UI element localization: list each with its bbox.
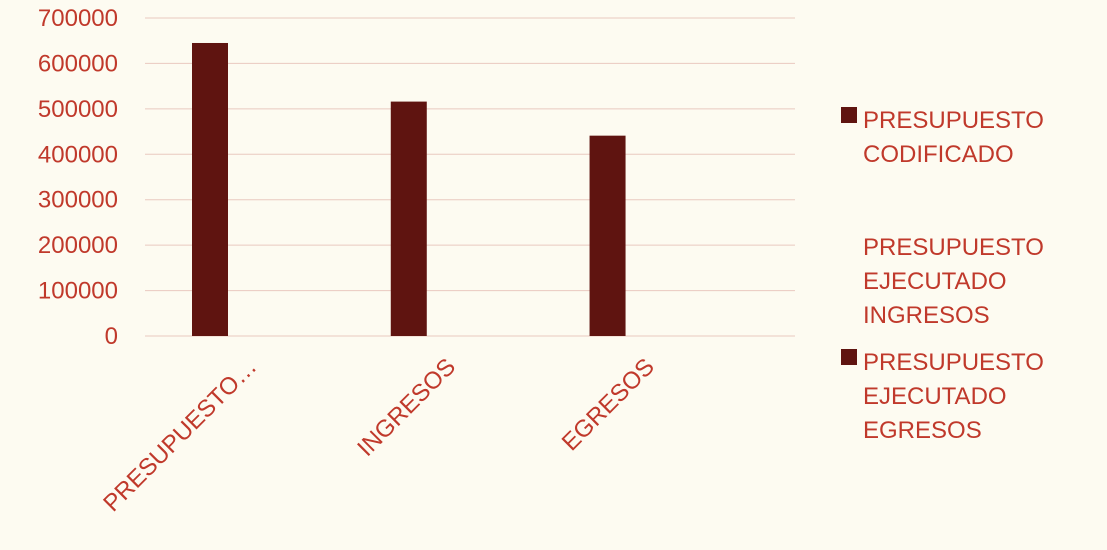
y-tick-label: 700000 bbox=[38, 5, 118, 32]
legend-marker bbox=[841, 107, 857, 123]
legend-entry-text: PRESUPUESTO bbox=[863, 349, 1044, 376]
y-tick-label: 300000 bbox=[38, 187, 118, 214]
y-axis-ticks: 0 100000 200000 300000 400000 500000 600000 700… bbox=[38, 5, 118, 350]
legend-entry-text: EJECUTADO bbox=[863, 268, 1007, 295]
grid-layer bbox=[145, 17, 795, 337]
x-tick-label: INGRESOS bbox=[352, 353, 461, 462]
bar bbox=[192, 42, 228, 336]
x-tick-label: EGRESOS bbox=[557, 353, 660, 456]
y-tick-label: 0 bbox=[105, 323, 118, 350]
legend-entry-text: PRESUPUESTO bbox=[863, 107, 1044, 134]
legend-entry-text: CODIFICADO bbox=[863, 141, 1014, 168]
legend-entry-text: INGRESOS bbox=[863, 302, 990, 329]
x-tick-label: PRESUPUESTO… bbox=[98, 353, 262, 517]
x-axis-ticks: PRESUPUESTO… INGRESOS EGRESOS bbox=[98, 353, 660, 517]
legend-entry-text: EGRESOS bbox=[863, 417, 982, 444]
legend-marker bbox=[841, 349, 857, 365]
y-tick-label: 100000 bbox=[38, 278, 118, 305]
legend: PRESUPUESTO CODIFICADO PRESUPUESTO EJECUTAD… bbox=[841, 107, 1044, 444]
y-tick-label: 200000 bbox=[38, 232, 118, 259]
legend-entry-text: EJECUTADO bbox=[863, 383, 1007, 410]
y-tick-label: 500000 bbox=[38, 96, 118, 123]
legend-entry-text: PRESUPUESTO bbox=[863, 234, 1044, 261]
bar bbox=[589, 135, 626, 336]
bars bbox=[192, 42, 626, 337]
y-tick-label: 400000 bbox=[38, 141, 118, 168]
y-tick-label: 600000 bbox=[38, 50, 118, 77]
bar bbox=[390, 101, 427, 337]
